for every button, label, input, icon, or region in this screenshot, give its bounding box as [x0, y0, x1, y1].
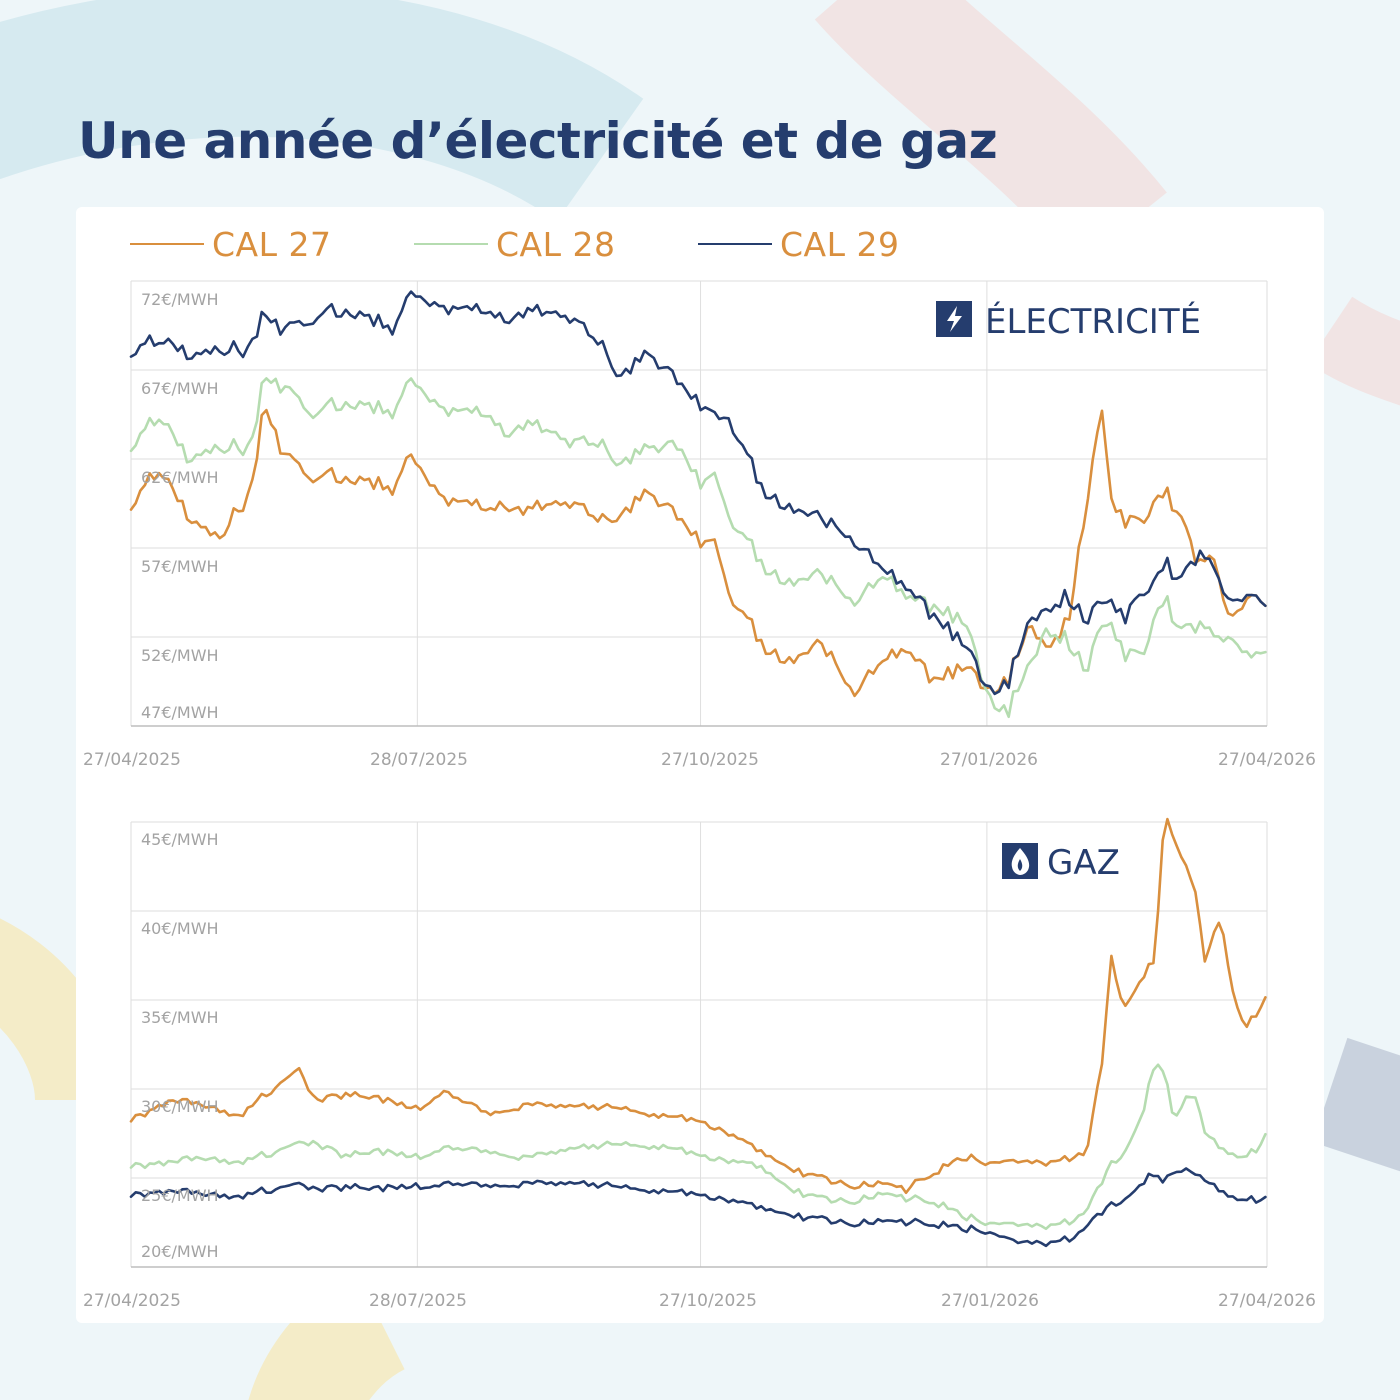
x-tick-label: 27/01/2026 — [941, 1291, 1039, 1311]
x-tick-label: 27/10/2025 — [659, 1291, 757, 1311]
x-tick-label: 28/07/2025 — [369, 1291, 467, 1311]
lightning-glyph — [947, 306, 962, 332]
y-tick-label: 52€/MWH — [141, 646, 219, 665]
series-lines — [129, 290, 1267, 719]
series-line-cal-28 — [129, 377, 1267, 719]
legend-label: CAL 29 — [780, 224, 900, 264]
legend-item-cal-29: CAL 29 — [698, 222, 899, 266]
x-tick-label: 27/10/2025 — [661, 750, 759, 770]
lightning-icon — [936, 301, 972, 337]
series-line-cal-27 — [129, 817, 1267, 1195]
y-tick-label: 25€/MWH — [141, 1186, 219, 1205]
y-tick-label: 57€/MWH — [141, 557, 219, 576]
legend-swatch — [698, 243, 772, 245]
legend-swatch — [414, 243, 488, 245]
legend-item-cal-27: CAL 27 — [130, 222, 331, 266]
panel-title: GAZ — [1047, 843, 1120, 883]
y-tick-label: 45€/MWH — [141, 830, 219, 849]
legend-label: CAL 28 — [496, 224, 616, 264]
series-line-cal-27 — [129, 408, 1267, 698]
series-lines — [129, 817, 1267, 1248]
y-tick-label: 30€/MWH — [141, 1097, 219, 1116]
series-line-cal-29 — [129, 1167, 1267, 1248]
x-tick-label: 27/04/2026 — [1218, 1291, 1316, 1311]
y-tick-label: 72€/MWH — [141, 290, 219, 309]
flame-inner-glyph — [1017, 859, 1023, 871]
y-tick-label: 20€/MWH — [141, 1242, 219, 1261]
panel-title: ÉLECTRICITÉ — [985, 301, 1201, 342]
chart-card — [76, 207, 1324, 1323]
page-title: Une année d’électricité et de gaz — [78, 112, 998, 170]
x-tick-label: 27/04/2025 — [83, 750, 181, 770]
legend-item-cal-28: CAL 28 — [414, 222, 615, 266]
y-tick-label: 47€/MWH — [141, 703, 219, 722]
x-tick-label: 27/04/2026 — [1218, 750, 1316, 770]
series-line-cal-28 — [129, 1063, 1267, 1231]
x-tick-label: 27/01/2026 — [940, 750, 1038, 770]
grid — [130, 821, 1268, 1268]
flame-icon — [1002, 843, 1038, 879]
x-tick-label: 27/04/2025 — [83, 1291, 181, 1311]
y-tick-label: 62€/MWH — [141, 468, 219, 487]
y-tick-label: 40€/MWH — [141, 919, 219, 938]
x-tick-label: 28/07/2025 — [370, 750, 468, 770]
y-tick-label: 35€/MWH — [141, 1008, 219, 1027]
legend-swatch — [130, 243, 204, 245]
legend-label: CAL 27 — [212, 224, 332, 264]
series-line-cal-29 — [129, 290, 1267, 696]
y-tick-label: 67€/MWH — [141, 379, 219, 398]
